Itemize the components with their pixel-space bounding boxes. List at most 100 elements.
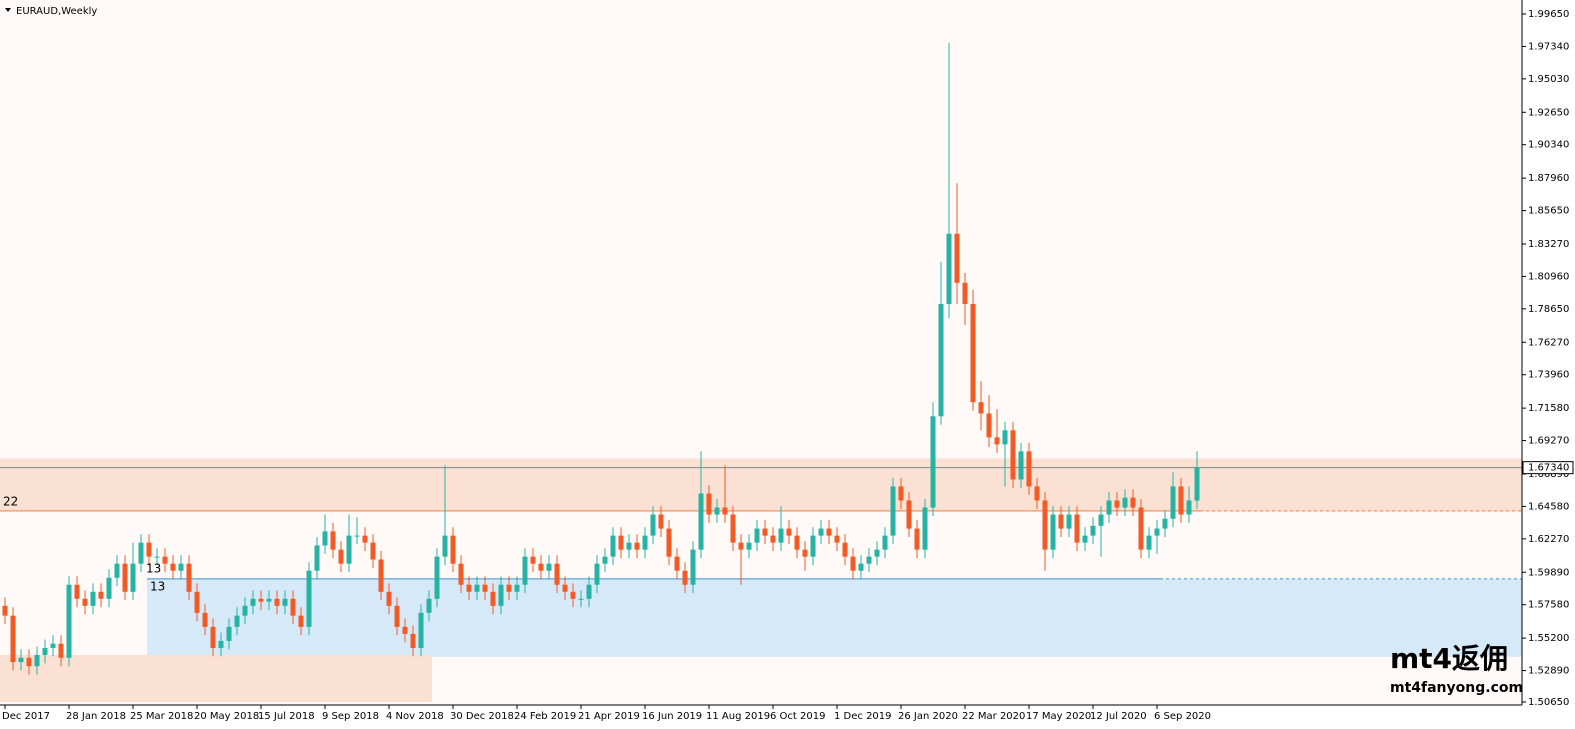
x-tick-label: 6 Oct 2019 (770, 711, 825, 722)
candle-body (194, 591, 200, 613)
candle-body (962, 282, 968, 304)
candle-body (826, 528, 832, 536)
candle-body (1106, 500, 1112, 515)
x-tick-label: 11 Aug 2019 (706, 711, 770, 722)
x-tick-label: 17 May 2020 (1026, 711, 1091, 722)
candle-body (530, 556, 536, 564)
candle-body (394, 605, 400, 627)
candle-body (122, 563, 128, 592)
candle-body (410, 633, 416, 648)
candle-body (498, 584, 504, 606)
y-tick-label: 1.97340 (1528, 41, 1569, 52)
x-tick-label: 6 Sep 2020 (1154, 711, 1211, 722)
menu-triangle (5, 8, 11, 12)
candle-body (18, 657, 24, 662)
candle-body (2, 605, 8, 616)
candle-body (42, 647, 48, 655)
candle-body (922, 507, 928, 550)
candle-body (290, 598, 296, 616)
candle-body (434, 556, 440, 599)
candle-body (746, 542, 752, 550)
x-tick-label: 26 Jan 2020 (898, 711, 958, 722)
candle-body (1050, 514, 1056, 550)
x-tick-label: Dec 2017 (2, 711, 50, 722)
y-tick-label: 1.95030 (1528, 74, 1569, 85)
candle-body (658, 514, 664, 529)
y-tick-label: 1.80960 (1528, 271, 1569, 282)
candle-body (402, 626, 408, 634)
x-tick-label: 30 Dec 2018 (450, 711, 514, 722)
candle-body (818, 528, 824, 536)
candle-body (954, 233, 960, 283)
candle-body (570, 591, 576, 599)
candle-body (698, 493, 704, 550)
candle-body (346, 535, 352, 564)
candle-body (810, 535, 816, 557)
candle-body (522, 556, 528, 585)
y-tick-label: 1.50650 (1528, 697, 1569, 708)
candle-body (106, 577, 112, 599)
candle-body (26, 657, 32, 667)
candle-body (1146, 535, 1152, 550)
candle-body (866, 556, 872, 564)
candle-body (186, 563, 192, 592)
candle-body (1154, 528, 1160, 536)
candle-body (538, 563, 544, 571)
candle-body (418, 612, 424, 648)
candle-body (298, 615, 304, 627)
x-tick-label: 16 Jun 2019 (642, 711, 702, 722)
candle-body (706, 493, 712, 515)
watermark-url: mt4fanyong.com (1390, 680, 1523, 696)
candle-body (674, 556, 680, 571)
candle-body (162, 556, 168, 564)
candle-body (1130, 497, 1136, 508)
candle-body (314, 545, 320, 571)
candle-body (650, 514, 656, 536)
candle-body (482, 584, 488, 592)
candle-body (1098, 514, 1104, 526)
candle-body (1114, 500, 1120, 508)
candle-body (362, 535, 368, 543)
candle-body (202, 612, 208, 627)
candle-body (666, 528, 672, 557)
candle-body (1082, 535, 1088, 543)
candle-body (250, 598, 256, 606)
candle-body (778, 528, 784, 543)
candle-body (90, 591, 96, 606)
candle-body (114, 563, 120, 578)
candle-body (994, 437, 1000, 445)
candle-body (906, 500, 912, 529)
candle-body (722, 507, 728, 515)
candle-body (178, 563, 184, 571)
candle-body (154, 556, 160, 558)
candle-body (146, 542, 152, 557)
candle-body (1162, 518, 1168, 529)
candle-body (714, 507, 720, 515)
candle-body (1066, 514, 1072, 529)
candle-body (218, 640, 224, 648)
candle-body (1026, 451, 1032, 487)
candle-body (850, 556, 856, 571)
y-tick-label: 1.59890 (1528, 567, 1569, 578)
x-tick-label: 1 Dec 2019 (834, 711, 892, 722)
candle-body (306, 570, 312, 627)
candle-body (82, 598, 88, 606)
price-label-box (1522, 461, 1574, 475)
candle-body (514, 584, 520, 592)
candle-body (730, 514, 736, 543)
candle-body (1042, 500, 1048, 550)
candle-body (66, 584, 72, 658)
candle-body (1034, 486, 1040, 501)
y-tick-label: 1.62270 (1528, 534, 1569, 545)
candle-body (338, 549, 344, 564)
candle-body (490, 591, 496, 606)
x-tick-label: 21 Apr 2019 (578, 711, 640, 722)
candle-body (10, 615, 16, 662)
candle-body (282, 598, 288, 606)
annotation: 13 (150, 579, 165, 593)
candle-body (1178, 486, 1184, 515)
x-tick-label: 22 Mar 2020 (962, 711, 1025, 722)
x-tick-label: 9 Sep 2018 (322, 711, 379, 722)
y-tick-label: 1.64580 (1528, 501, 1569, 512)
candle-body (594, 563, 600, 585)
